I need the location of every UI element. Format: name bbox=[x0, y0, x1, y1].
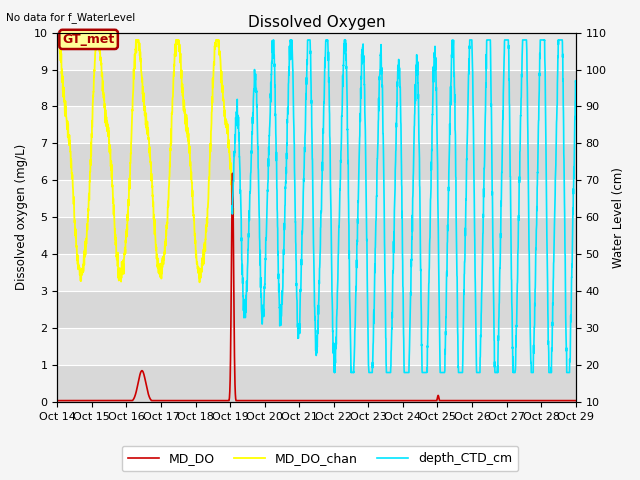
Y-axis label: Dissolved oxygen (mg/L): Dissolved oxygen (mg/L) bbox=[15, 144, 28, 290]
Text: GT_met: GT_met bbox=[63, 33, 115, 46]
Bar bbox=[57, 70, 576, 107]
depth_CTD_cm bbox=[252, 88, 260, 94]
MD_DO_chan bbox=[53, 37, 61, 43]
Bar bbox=[57, 328, 576, 365]
MD_DO bbox=[252, 398, 260, 404]
MD_DO bbox=[275, 398, 283, 404]
MD_DO_chan bbox=[143, 131, 151, 136]
Legend: MD_DO, MD_DO_chan, depth_CTD_cm: MD_DO, MD_DO_chan, depth_CTD_cm bbox=[122, 446, 518, 471]
Line: MD_DO_chan: MD_DO_chan bbox=[57, 40, 234, 282]
Bar bbox=[57, 144, 576, 180]
Line: depth_CTD_cm: depth_CTD_cm bbox=[232, 40, 576, 372]
depth_CTD_cm bbox=[562, 288, 570, 294]
MD_DO bbox=[506, 398, 514, 404]
MD_DO bbox=[228, 170, 236, 176]
Bar bbox=[57, 365, 576, 402]
Y-axis label: Water Level (cm): Water Level (cm) bbox=[612, 167, 625, 268]
Bar bbox=[57, 217, 576, 254]
MD_DO bbox=[143, 386, 151, 392]
depth_CTD_cm bbox=[506, 122, 513, 128]
Bar bbox=[57, 254, 576, 291]
Text: No data for f_WaterLevel: No data for f_WaterLevel bbox=[6, 12, 136, 23]
MD_DO bbox=[562, 398, 570, 404]
depth_CTD_cm bbox=[275, 271, 282, 277]
MD_DO_chan bbox=[113, 254, 120, 260]
MD_DO bbox=[53, 398, 61, 404]
Title: Dissolved Oxygen: Dissolved Oxygen bbox=[248, 15, 385, 30]
depth_CTD_cm bbox=[572, 79, 580, 85]
MD_DO bbox=[113, 398, 120, 404]
Line: MD_DO: MD_DO bbox=[57, 173, 576, 401]
MD_DO bbox=[572, 398, 580, 404]
Bar bbox=[57, 291, 576, 328]
Bar bbox=[57, 107, 576, 144]
Bar bbox=[57, 33, 576, 70]
Bar bbox=[57, 180, 576, 217]
